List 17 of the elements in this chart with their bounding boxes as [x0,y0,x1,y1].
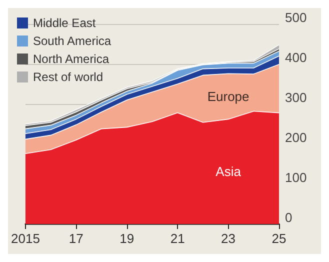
y-tick-label: 100 [285,170,307,185]
y-tick-label: 400 [285,50,307,65]
legend-label: North America [33,52,110,66]
x-tick-label: 23 [221,231,236,246]
x-tick-label: 2015 [11,231,40,246]
x-tick-label: 25 [272,231,286,246]
x-tick-label: 21 [170,231,185,246]
y-tick-label: 200 [285,130,307,145]
x-tick-label: 19 [120,231,134,246]
legend-label: Rest of world [33,70,104,84]
y-tick-label: 500 [285,10,307,25]
legend-label: South America [33,34,112,48]
series-label: Europe [207,88,250,104]
y-tick-label: 0 [285,210,292,225]
legend-label: Middle East [33,16,96,30]
y-tick-label: 300 [285,90,307,105]
x-tick-label: 17 [68,231,84,246]
